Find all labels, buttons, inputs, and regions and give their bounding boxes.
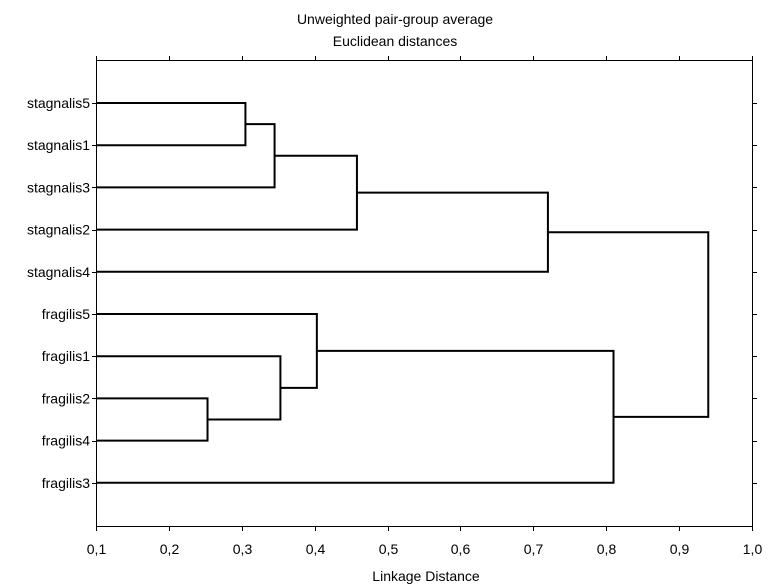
- dendrogram-link-3: [96, 154, 358, 231]
- leaf-label: stagnalis1: [27, 137, 90, 153]
- leaf-label: stagnalis3: [27, 179, 90, 195]
- leaf-label: fragilis5: [42, 306, 90, 322]
- leaf-labels: stagnalis5 stagnalis1 stagnalis3 stagnalis2…: [27, 95, 90, 491]
- x-axis-title: Linkage Distance: [372, 568, 480, 584]
- x-tick-label: 1,0: [743, 541, 763, 557]
- x-tick-label: 0,2: [160, 541, 180, 557]
- chart-title: Unweighted pair-group average: [297, 11, 493, 27]
- x-tick-label: 0,3: [233, 541, 253, 557]
- dendrogram-link-1: [96, 102, 247, 147]
- dendrogram-link-5: [96, 397, 209, 442]
- dendrogram-link-8: [96, 349, 615, 484]
- dendrogram-links: [96, 102, 710, 484]
- dendrogram-link-7: [96, 313, 318, 389]
- x-tick-label: 0,5: [379, 541, 399, 557]
- dendrogram-link-9: [547, 231, 710, 418]
- x-tick-label: 0,7: [524, 541, 544, 557]
- chart-subtitle: Euclidean distances: [333, 33, 458, 49]
- leaf-label: fragilis2: [42, 390, 90, 406]
- plot-frame: [96, 60, 753, 527]
- leaf-label: fragilis3: [42, 475, 90, 491]
- x-tick-label: 0,4: [306, 541, 326, 557]
- dendrogram-link-6: [96, 355, 282, 421]
- x-tick-label: 0,8: [597, 541, 617, 557]
- leaf-label: fragilis1: [42, 348, 90, 364]
- x-tick-label: 0,1: [87, 541, 107, 557]
- leaf-label: fragilis4: [42, 433, 90, 449]
- x-tick-label: 0,9: [670, 541, 690, 557]
- leaf-label: stagnalis2: [27, 222, 90, 238]
- leaf-label: stagnalis5: [27, 95, 90, 111]
- dendrogram-link-2: [96, 123, 276, 189]
- dendrogram-link-4: [96, 191, 549, 273]
- x-tick-label: 0,6: [451, 541, 471, 557]
- axis-ticks: 0,1 0,2 0,3 0,4 0,5 0,6 0,7 0,8 0,9 1,0: [87, 56, 763, 557]
- leaf-label: stagnalis4: [27, 264, 90, 280]
